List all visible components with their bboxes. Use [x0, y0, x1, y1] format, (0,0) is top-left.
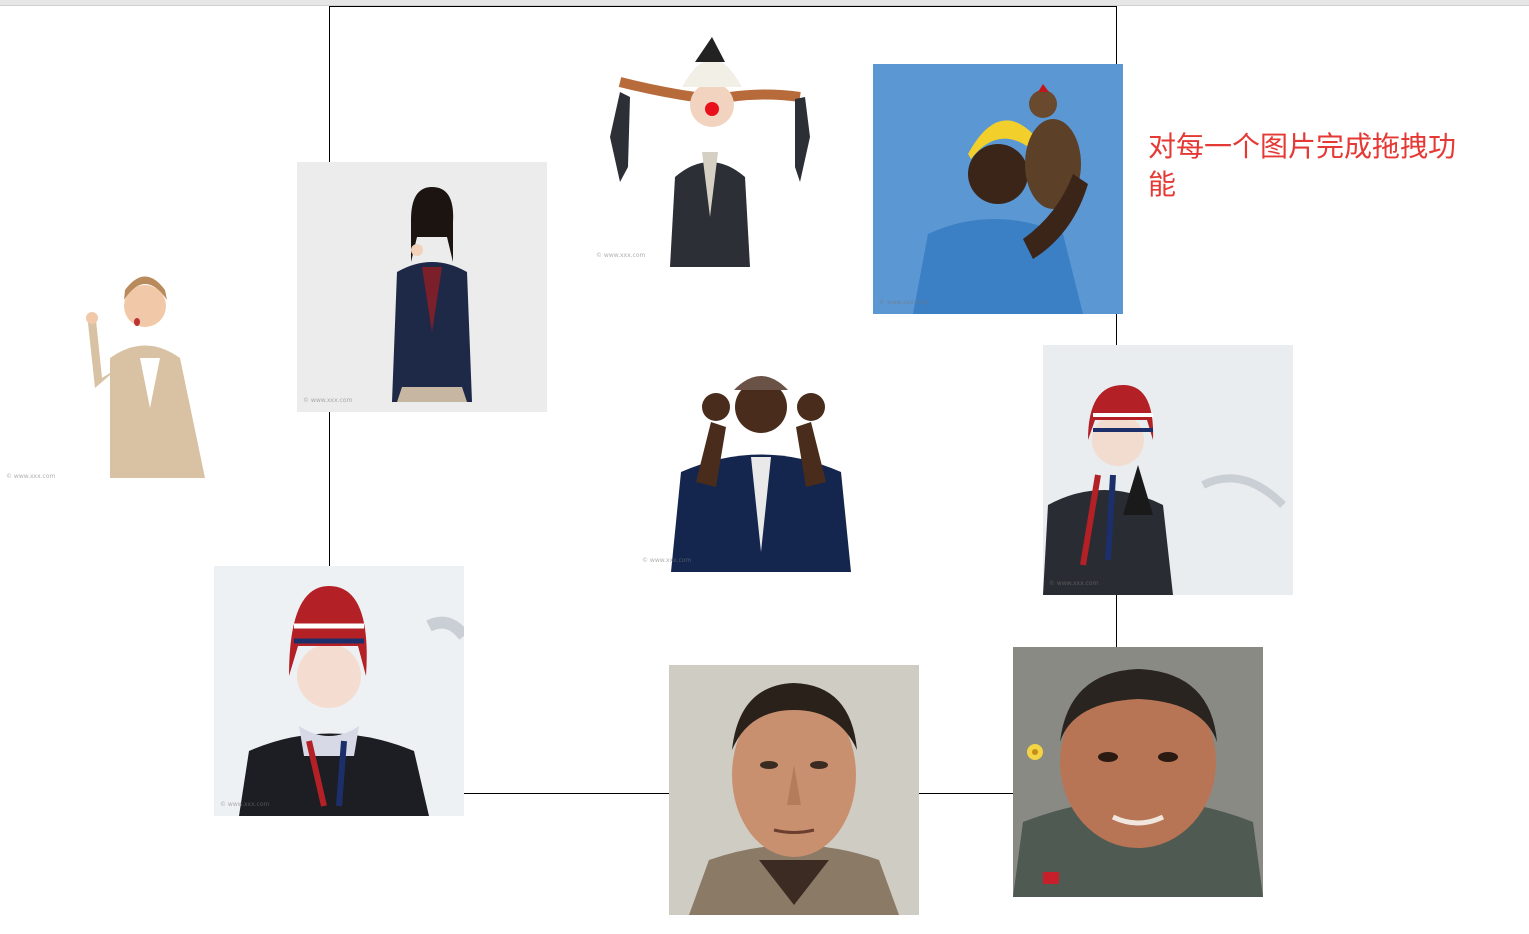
draggable-photo-woman-winter-hat-right[interactable]: © www.xxx.com — [1043, 345, 1293, 595]
photo-woman-with-chicken-image — [873, 64, 1123, 314]
draggable-photo-woman-with-chicken[interactable]: © www.xxx.com — [873, 64, 1123, 314]
photo-old-man-portrait-image — [669, 665, 919, 915]
draggable-photo-man-ok-gesture[interactable]: © www.xxx.com — [636, 322, 886, 572]
draggable-photo-old-man-portrait[interactable] — [669, 665, 919, 915]
photo-woman-winter-hat-right-image — [1043, 345, 1293, 595]
browser-top-edge — [0, 0, 1529, 6]
photo-woman-pointing-image — [0, 238, 250, 488]
instruction-text: 对每一个图片完成拖拽功能 — [1148, 130, 1457, 201]
draggable-photo-woman-pointing[interactable]: © www.xxx.com — [0, 238, 250, 488]
photo-child-portrait-image — [1013, 647, 1263, 897]
draggable-photo-schoolgirl[interactable]: © www.xxx.com — [297, 162, 547, 412]
photo-clown-girl-image — [590, 17, 840, 267]
photo-schoolgirl-image — [297, 162, 547, 412]
draggable-photo-child-portrait[interactable] — [1013, 647, 1263, 897]
draggable-photo-clown-girl[interactable]: © www.xxx.com — [590, 17, 840, 267]
draggable-photo-woman-winter-hat-left[interactable]: © www.xxx.com — [214, 566, 464, 816]
photo-man-ok-gesture-image — [636, 322, 886, 572]
photo-woman-winter-hat-left-image — [214, 566, 464, 816]
